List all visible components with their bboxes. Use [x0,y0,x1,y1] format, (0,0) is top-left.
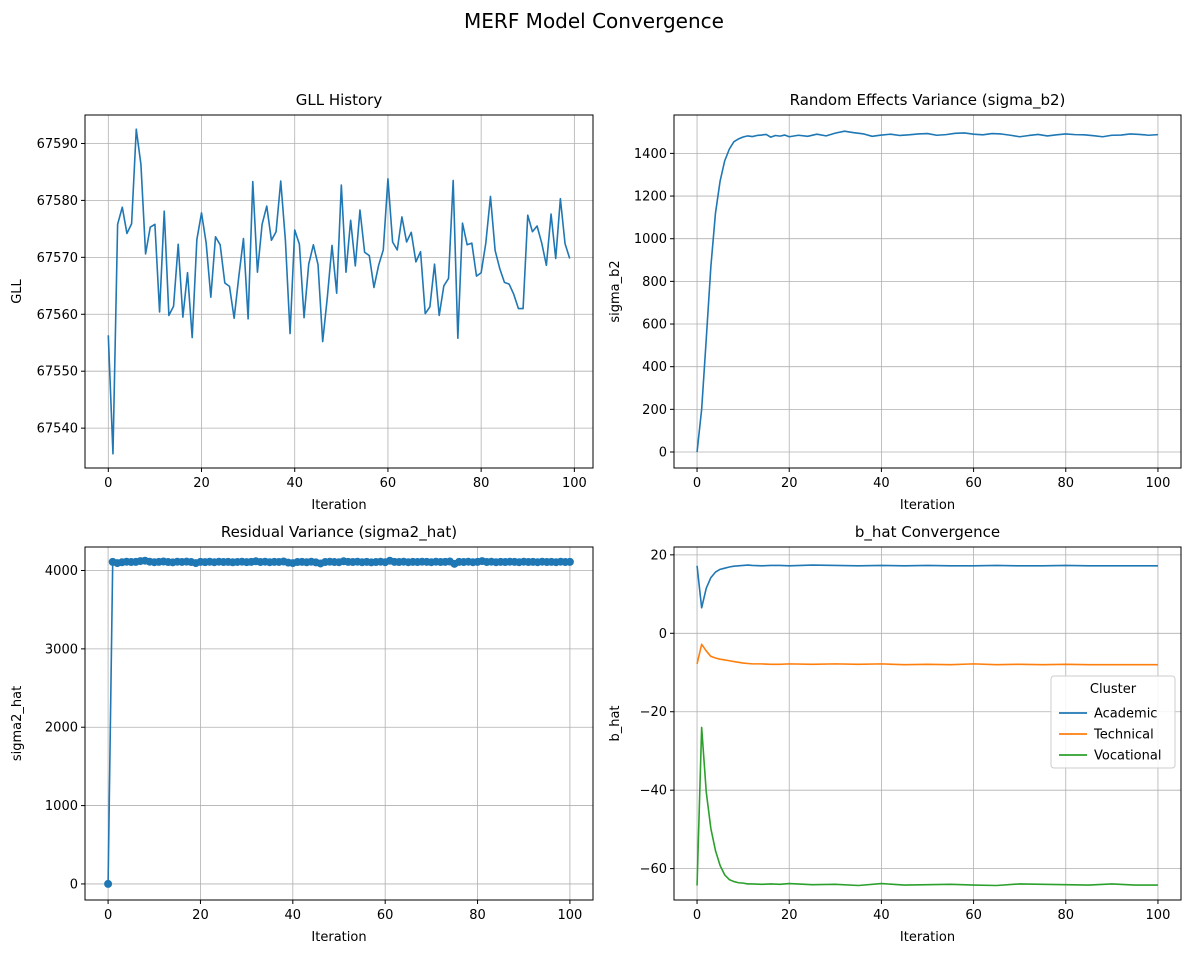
y-tick-label: 67590 [37,137,78,152]
legend-label-technical: Technical [1093,728,1154,743]
x-tick-label: 0 [104,908,112,923]
chart-panel-4: 0 20 40 60 80 100 −60 −40 −20 0 20 b_hat Convergenc… [608,523,1182,945]
y-tick-label: 200 [642,403,667,418]
x-tick-label: 40 [873,476,890,491]
data-point [565,557,574,566]
chart-title: Random Effects Variance (sigma_b2) [790,91,1066,110]
x-tick-label: 100 [562,476,587,491]
x-tick-label: 0 [104,476,112,491]
x-tick-label: 20 [193,476,210,491]
series-line-1 [696,130,1159,453]
plot-frame [84,114,594,469]
y-tick-label: 67550 [37,365,78,380]
plot-frame [673,114,1182,469]
legend-title: Cluster [1090,682,1137,697]
y-tick-label: −20 [640,705,667,720]
x-tick-label: 100 [557,908,582,923]
figure-title: MERF Model Convergence [464,9,724,33]
y-tick-label: −60 [640,862,667,877]
y-tick-label: 3000 [45,642,78,657]
x-axis-label: Iteration [900,498,955,513]
x-tick-label: 60 [377,908,394,923]
x-tick-label: 100 [1146,476,1171,491]
x-tick-label: 40 [286,476,303,491]
panels: 0 20 40 60 80 100 67540 67550 67560 67570 67580 675… [10,91,1182,945]
chart-panel-2: 0 20 40 60 80 1000200400600800100012001400Ran… [608,91,1182,513]
x-tick-label: 100 [1146,908,1171,923]
series-line-vocational [696,726,1158,887]
plot-frame [673,546,1182,901]
legend-label-vocational: Vocational [1094,749,1161,764]
x-tick-label: 80 [1057,908,1074,923]
y-tick-label: 400 [642,360,667,375]
y-axis-label: b_hat [608,705,623,741]
y-tick-label: 67560 [37,308,78,323]
legend-label-academic: Academic [1094,707,1157,722]
y-tick-label: 67540 [37,422,78,437]
y-tick-label: 1400 [634,147,667,162]
legend: Cluster Academic Technical Vocational [1050,675,1176,769]
chart-title: Residual Variance (sigma2_hat) [221,523,457,542]
y-tick-label: −40 [640,784,667,799]
plot-frame [84,546,594,901]
x-tick-label: 60 [380,476,397,491]
y-tick-label: 67570 [37,251,78,266]
y-axis-label: sigma2_hat [10,686,25,761]
x-tick-label: 20 [781,476,798,491]
y-tick-label: 1000 [45,799,78,814]
x-tick-label: 0 [693,476,701,491]
x-axis-label: Iteration [900,930,955,945]
x-tick-label: 20 [781,908,798,923]
x-tick-label: 80 [1057,476,1074,491]
x-tick-label: 60 [965,476,982,491]
y-tick-label: 800 [642,275,667,290]
y-tick-label: 0 [70,877,78,892]
y-tick-label: 1000 [634,232,667,247]
y-axis-label: GLL [10,278,25,303]
y-tick-label: 1200 [634,190,667,205]
y-tick-label: 2000 [45,721,78,736]
y-axis-label: sigma_b2 [608,260,623,322]
series-line-technical [696,643,1158,666]
x-tick-label: 0 [693,908,701,923]
x-tick-label: 80 [473,476,490,491]
y-tick-label: 600 [642,318,667,333]
chart-title: b_hat Convergence [855,523,1000,542]
x-axis-label: Iteration [311,498,366,513]
x-axis-label: Iteration [311,930,366,945]
y-tick-label: 20 [650,548,667,563]
x-tick-label: 60 [965,908,982,923]
chart-title: GLL History [296,91,383,109]
x-tick-label: 40 [285,908,302,923]
y-tick-label: 0 [659,446,667,461]
series-line-1 [107,128,571,455]
x-tick-label: 20 [192,908,209,923]
x-tick-label: 80 [469,908,486,923]
series-line-academic [696,564,1158,609]
x-tick-label: 40 [873,908,890,923]
y-tick-label: 4000 [45,564,78,579]
chart-panel-1: 0 20 40 60 80 100 67540 67550 67560 67570 67580 675… [10,91,594,513]
data-point [104,879,113,888]
y-tick-label: 67580 [37,194,78,209]
y-tick-label: 0 [659,627,667,642]
legend-box [1050,675,1176,769]
